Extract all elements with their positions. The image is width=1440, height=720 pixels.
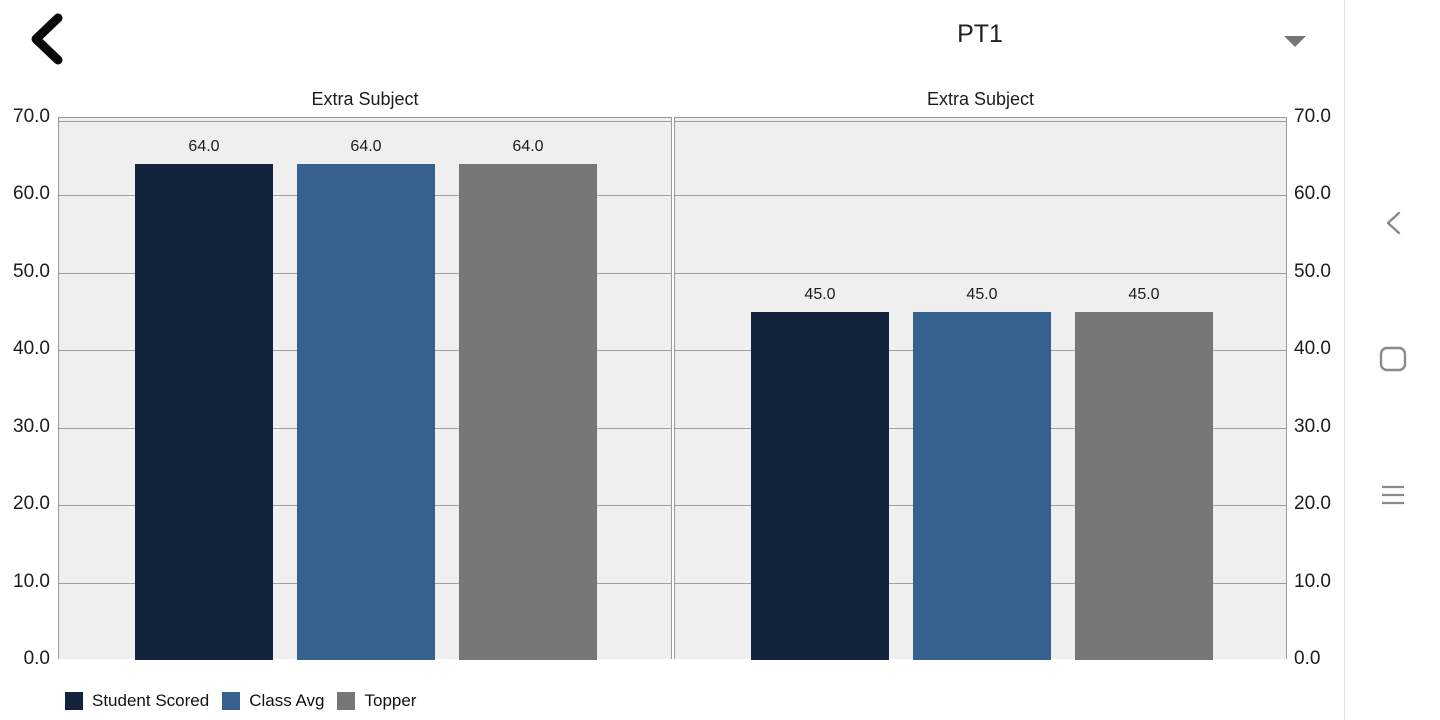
nav-recents-icon xyxy=(1380,484,1406,509)
chart-title: Extra Subject xyxy=(926,89,1035,109)
legend-item: Topper xyxy=(337,691,416,711)
bar-value-label: 45.0 xyxy=(804,285,836,303)
bar-value-label: 45.0 xyxy=(966,285,998,303)
bar-value-label: 64.0 xyxy=(350,138,382,156)
y-axis-left-tick: 30.0 xyxy=(13,416,50,437)
legend-swatch xyxy=(65,692,83,710)
legend-item: Class Avg xyxy=(222,691,324,711)
legend-item: Student Scored xyxy=(65,691,209,711)
legend-swatch xyxy=(222,692,241,710)
gridline xyxy=(675,121,1286,122)
y-axis-left-tick: 20.0 xyxy=(13,493,50,514)
bar-value-label: 64.0 xyxy=(512,138,544,156)
bar-class-avg xyxy=(913,311,1051,660)
android-navbar xyxy=(1345,0,1440,720)
navbar-divider xyxy=(1344,0,1345,720)
y-axis-right-tick: 70.0 xyxy=(1294,106,1331,127)
y-axis-left-tick: 40.0 xyxy=(13,338,50,359)
plot-area: 45.0 45.0 45.0 xyxy=(674,117,1287,660)
gridline xyxy=(59,121,671,122)
y-axis-right-tick: 60.0 xyxy=(1294,183,1331,204)
bar-topper xyxy=(459,164,597,660)
gridline xyxy=(675,195,1286,196)
nav-back-button[interactable] xyxy=(1345,194,1440,254)
y-axis-left-tick: 70.0 xyxy=(13,106,50,127)
exam-period-value: PT1 xyxy=(957,20,1003,48)
y-axis-right-tick: 50.0 xyxy=(1294,261,1331,282)
legend-label: Student Scored xyxy=(92,691,210,710)
back-button[interactable] xyxy=(22,12,70,68)
chart-title: Extra Subject xyxy=(311,89,419,109)
bar-class-avg xyxy=(297,164,435,660)
bar-topper xyxy=(1075,311,1213,660)
y-axis-right-tick: 10.0 xyxy=(1294,571,1331,592)
back-chevron-icon xyxy=(27,13,65,68)
chart-legend: Student Scored Class Avg Topper xyxy=(65,691,416,711)
nav-home-icon xyxy=(1379,346,1407,375)
y-axis-left-tick: 0.0 xyxy=(23,648,50,669)
legend-label: Topper xyxy=(364,691,417,710)
y-axis-right-tick: 30.0 xyxy=(1294,416,1331,437)
dropdown-caret-icon xyxy=(1283,35,1307,48)
plot-area: 64.0 64.0 64.0 xyxy=(58,117,672,660)
bar-student-scored xyxy=(751,311,889,660)
nav-recents-button[interactable] xyxy=(1345,466,1440,526)
y-axis-right-tick: 20.0 xyxy=(1294,493,1331,514)
legend-swatch xyxy=(337,692,356,710)
y-axis-right-tick: 0.0 xyxy=(1294,648,1321,669)
bar-value-label: 64.0 xyxy=(188,138,220,156)
legend-label: Class Avg xyxy=(249,691,325,710)
y-axis-right-tick: 40.0 xyxy=(1294,338,1331,359)
nav-home-button[interactable] xyxy=(1345,330,1440,390)
gridline xyxy=(675,273,1286,274)
bar-student-scored xyxy=(135,164,273,660)
bar-value-label: 45.0 xyxy=(1128,285,1160,303)
y-axis-left-tick: 60.0 xyxy=(13,183,50,204)
y-axis-left-tick: 10.0 xyxy=(13,571,50,592)
exam-period-dropdown[interactable]: PT1 xyxy=(700,14,1320,64)
nav-back-icon xyxy=(1384,211,1402,238)
y-axis-left-tick: 50.0 xyxy=(13,261,50,282)
